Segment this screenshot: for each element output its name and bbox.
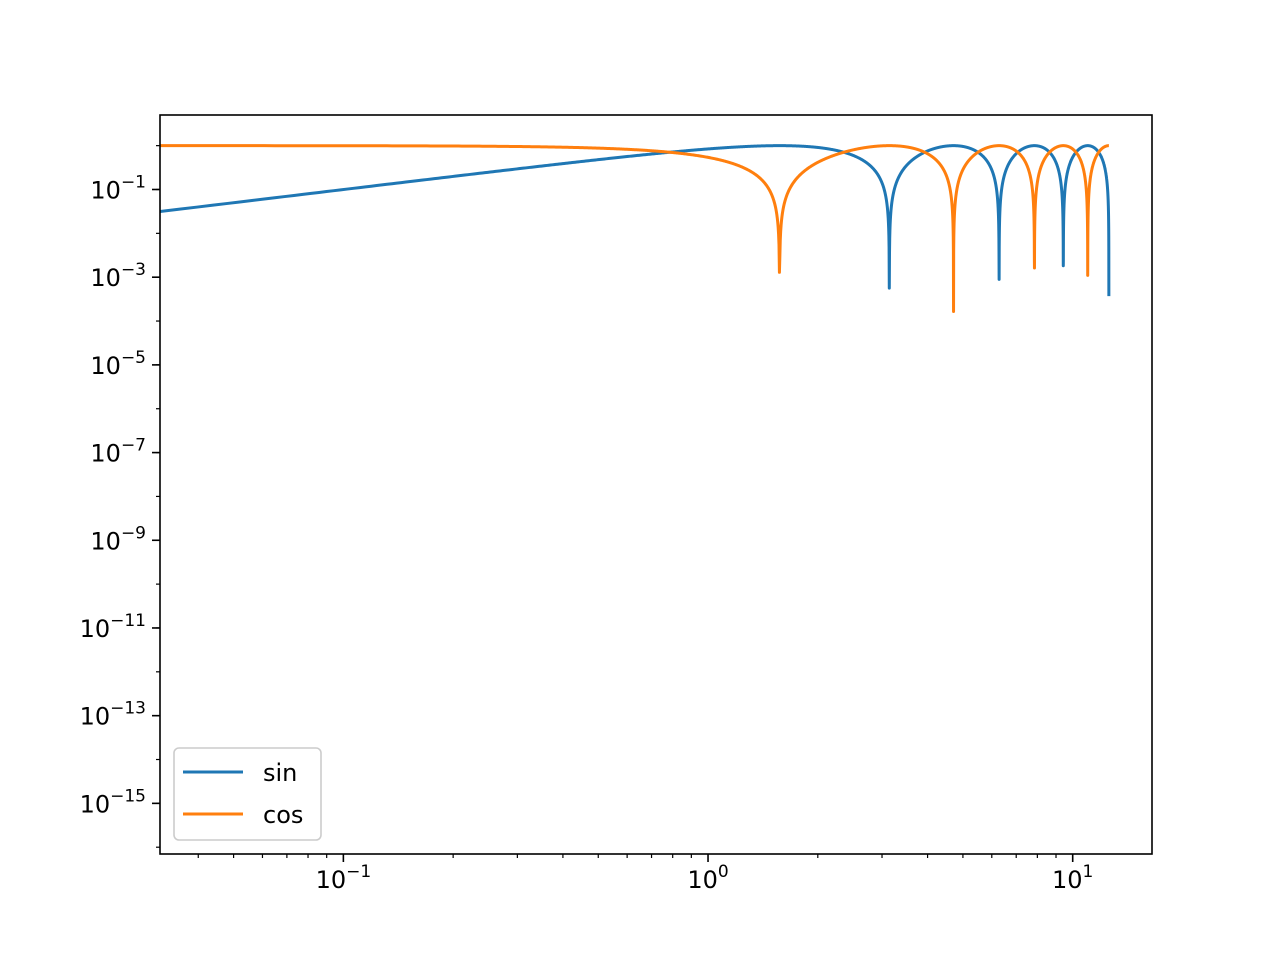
x-tick-label: 100	[687, 862, 728, 894]
y-tick-base: 10	[90, 176, 121, 204]
legend-label-sin: sin	[263, 759, 297, 787]
y-tick-exponent: −5	[121, 348, 146, 368]
legend-label-cos: cos	[263, 801, 303, 829]
y-tick-label: 10−11	[80, 611, 146, 643]
x-tick-exponent: 1	[1083, 862, 1094, 882]
y-tick-label: 10−13	[80, 699, 146, 731]
y-tick-exponent: −11	[110, 611, 146, 631]
plot-background	[160, 115, 1152, 854]
y-tick-label: 10−9	[90, 523, 146, 555]
plot-frame	[159, 114, 1153, 855]
x-tick-base: 10	[1052, 866, 1083, 894]
y-tick-label: 10−5	[90, 348, 146, 380]
y-tick-exponent: −7	[121, 436, 146, 456]
x-tick-base: 10	[316, 866, 347, 894]
y-tick-base: 10	[80, 615, 111, 643]
y-tick-base: 10	[80, 703, 111, 731]
series-line-cos	[160, 144, 1111, 313]
y-tick-exponent: −3	[121, 260, 146, 280]
x-tick-base: 10	[687, 866, 718, 894]
ticks-layer: 10−1 100 10110−1510−1310−1110−910−710−510−…	[80, 145, 1093, 894]
y-tick-label: 10−3	[90, 260, 146, 292]
y-tick-exponent: −9	[121, 523, 146, 543]
y-tick-base: 10	[90, 264, 121, 292]
y-tick-exponent: −15	[110, 786, 146, 806]
y-tick-base: 10	[80, 790, 111, 818]
x-tick-label: 10−1	[316, 862, 372, 894]
x-tick-exponent: 0	[718, 862, 729, 882]
y-tick-label: 10−7	[90, 436, 146, 468]
y-tick-label: 10−15	[80, 786, 146, 818]
series-line-sin	[160, 144, 1111, 297]
y-tick-base: 10	[90, 440, 121, 468]
y-tick-label: 10−1	[90, 172, 146, 204]
series-layer	[160, 144, 1111, 313]
x-tick-exponent: −1	[346, 862, 371, 882]
y-tick-base: 10	[90, 352, 121, 380]
y-tick-base: 10	[90, 527, 121, 555]
y-tick-exponent: −1	[121, 172, 146, 192]
y-tick-exponent: −13	[110, 699, 146, 719]
x-tick-label: 101	[1052, 862, 1093, 894]
legend: sin cos	[173, 747, 322, 841]
